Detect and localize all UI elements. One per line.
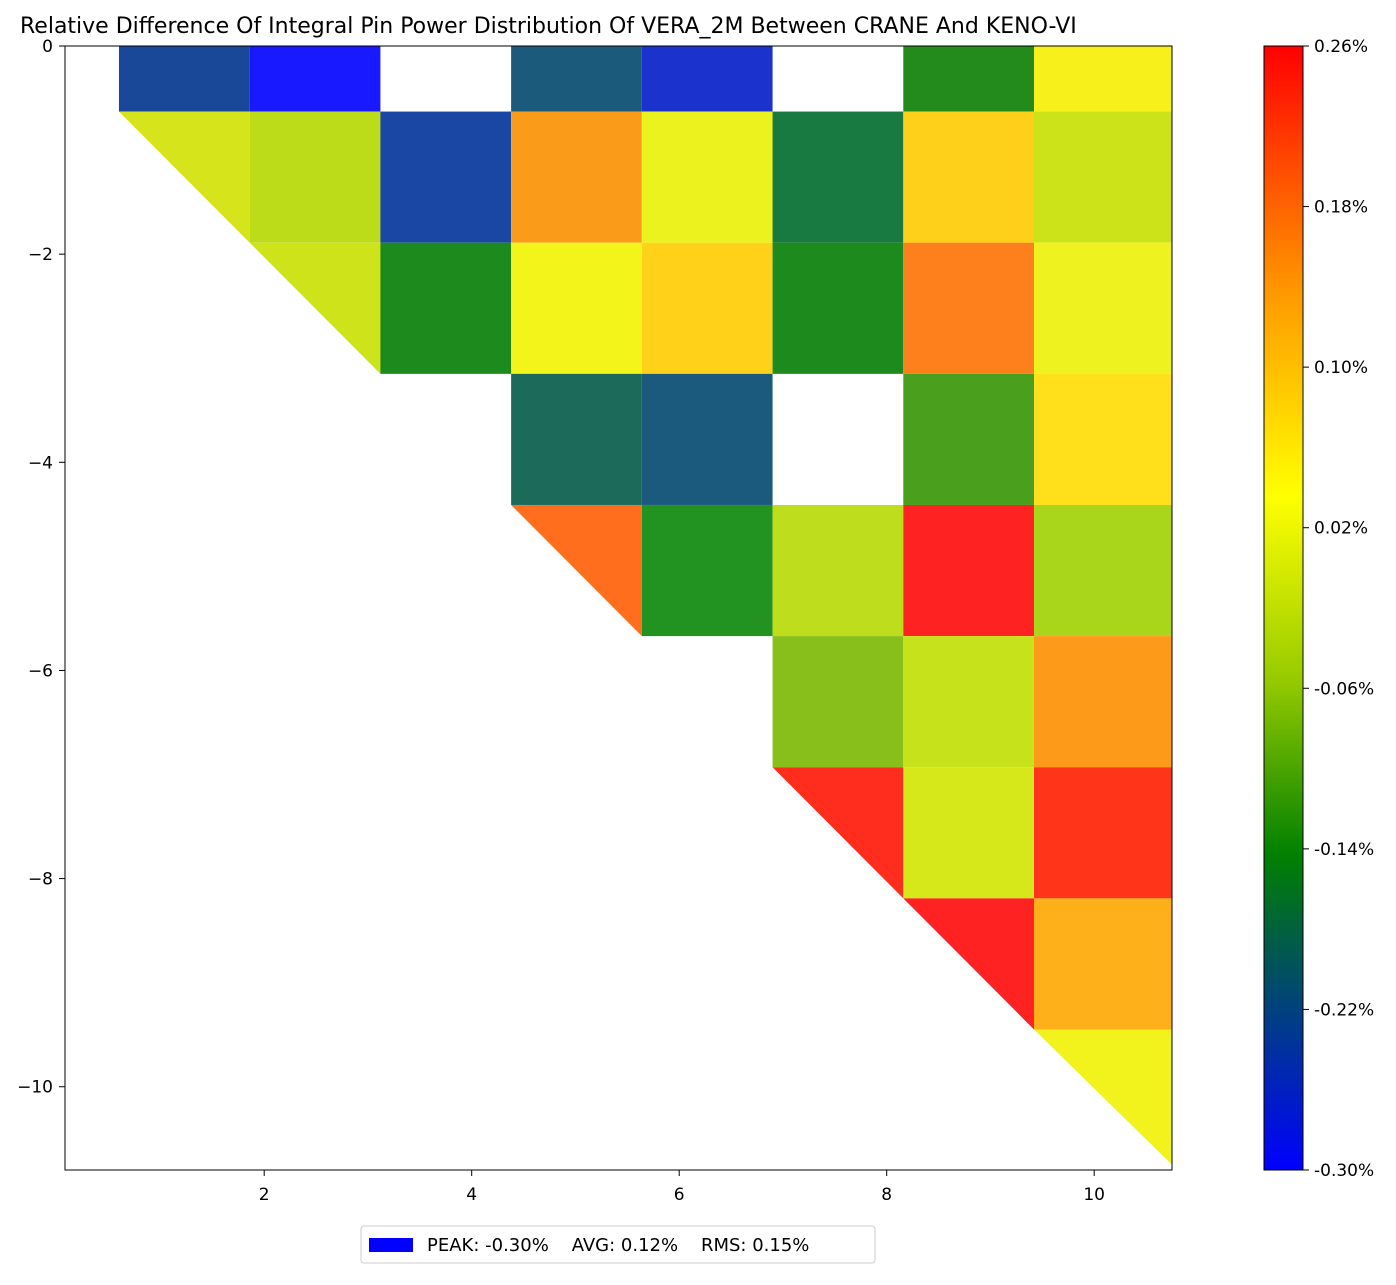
chart-title: Relative Difference Of Integral Pin Powe… (20, 14, 1077, 39)
heatmap-cell-r4-c7 (1034, 504, 1172, 637)
x-tick-label-4: 4 (466, 1185, 477, 1205)
colorbar-tick-label-5: -0.14% (1314, 840, 1374, 860)
y-tick-label-3: −6 (28, 661, 53, 681)
colorbar (1263, 45, 1304, 1171)
heatmap-cell-r2-c5 (772, 242, 904, 374)
heatmap-cell-r1-c6 (903, 111, 1035, 243)
x-tick-label-10: 10 (1083, 1185, 1105, 1205)
heatmap-cell-r2-c4 (641, 242, 773, 374)
colorbar-tick-label-2: 0.10% (1314, 358, 1368, 378)
y-tick-label-4: −8 (28, 870, 53, 890)
heatmap-cell-r6-c6 (903, 767, 1035, 899)
heatmap-cell-r0-c6 (903, 46, 1035, 112)
heatmap-cell-r4-c6 (903, 504, 1035, 637)
colorbar-tick-label-4: -0.06% (1314, 679, 1374, 699)
heatmap-cell-r1-c5 (772, 111, 904, 243)
heatmap-cells (118, 46, 1172, 1165)
heatmap-cell-r1-c4 (641, 111, 773, 243)
y-axis: 0 −2 −4 −6 −8 −10 (17, 37, 65, 1098)
x-tick-label-6: 6 (674, 1185, 685, 1205)
heatmap-cell-r2-c3 (511, 242, 642, 374)
heatmap-cell-r0-c4 (641, 46, 773, 112)
heatmap-cell-r4-c5 (772, 504, 904, 637)
heatmap-cell-r3-c3 (511, 373, 642, 505)
heatmap-cell-r3-c4 (641, 373, 773, 505)
colorbar-tick-label-3: 0.02% (1314, 519, 1368, 539)
x-tick-label-2: 2 (259, 1185, 270, 1205)
heatmap-cell-r7-c7 (1034, 898, 1172, 1030)
x-tick-label-8: 8 (881, 1185, 892, 1205)
heatmap-cell-r2-c2 (380, 242, 512, 374)
heatmap-cell-r4-c3 (511, 504, 642, 637)
heatmap-cell-r1-c2 (380, 111, 512, 243)
heatmap-cell-r0-c0 (118, 46, 250, 112)
heatmap-cell-r2-c6 (903, 242, 1035, 374)
legend-box (360, 1225, 876, 1264)
y-tick-label-2: −4 (28, 453, 53, 473)
plot-frame (64, 45, 1173, 1171)
legend-text: PEAK: -0.30% AVG: 0.12% RMS: 0.15% (427, 1235, 809, 1256)
heatmap-cell-r8-c7 (1034, 1029, 1172, 1165)
heatmap-cell-r5-c7 (1034, 636, 1172, 768)
heatmap-cell-r5-c5 (772, 636, 904, 768)
legend: PEAK: -0.30% AVG: 0.12% RMS: 0.15% (360, 1225, 876, 1264)
heatmap-cell-r1-c1 (249, 111, 381, 243)
heatmap-cell-r0-c3 (511, 46, 642, 112)
heatmap-cell-r2-c1 (249, 242, 381, 374)
heatmap-cell-r3-c6 (903, 373, 1035, 505)
heatmap-cell-r0-c7 (1034, 46, 1172, 112)
colorbar-ticks: 0.26% 0.18% 0.10% 0.02% -0.06% -0.14% -0.22% -0… (1303, 37, 1374, 1181)
colorbar-tick-label-1: 0.18% (1314, 198, 1368, 218)
heatmap-cell-r4-c4 (641, 504, 773, 637)
y-tick-label-5: −10 (17, 1078, 53, 1098)
legend-swatch (369, 1238, 413, 1252)
heatmap-cell-r3-c7 (1034, 373, 1172, 505)
heatmap-cell-r6-c7 (1034, 767, 1172, 899)
x-axis: 2 4 6 8 10 (259, 1170, 1105, 1205)
heatmap-cell-r2-c7 (1034, 242, 1172, 374)
heatmap-cell-r1-c0 (118, 111, 250, 243)
y-tick-label-1: −2 (28, 245, 53, 265)
heatmap-cell-r7-c6 (903, 898, 1035, 1030)
y-tick-label-0: 0 (42, 37, 53, 57)
heatmap-cell-r0-c1 (249, 46, 381, 112)
heatmap-cell-r5-c6 (903, 636, 1035, 768)
colorbar-tick-label-7: -0.30% (1314, 1161, 1374, 1181)
heatmap-cell-r6-c5 (772, 767, 904, 899)
colorbar-tick-label-6: -0.22% (1314, 1000, 1374, 1020)
heatmap-cell-r1-c3 (511, 111, 642, 243)
colorbar-tick-label-0: 0.26% (1314, 37, 1368, 57)
heatmap-cell-r1-c7 (1034, 111, 1172, 243)
